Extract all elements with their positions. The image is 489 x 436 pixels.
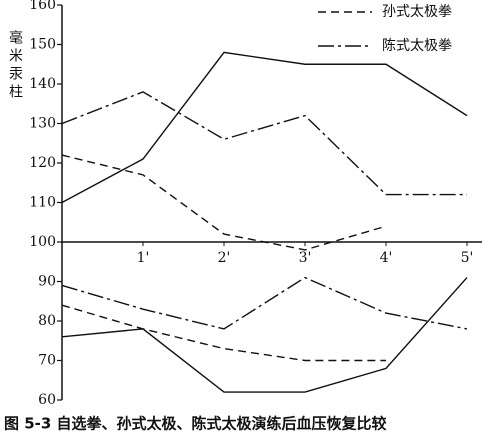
- y-tick-label: 70: [38, 353, 56, 369]
- series-line: [61, 91, 467, 196]
- legend-label: 陈式太极拳: [382, 37, 452, 54]
- series-line: [61, 277, 468, 393]
- series-line: [61, 276, 468, 330]
- y-tick-label: 90: [38, 274, 56, 290]
- y-axis-label: 毫米汞柱: [7, 29, 23, 102]
- y-tick-label: 140: [29, 76, 56, 92]
- y-tick-label: 130: [29, 116, 56, 132]
- x-tick-label: 2': [218, 250, 231, 266]
- y-tick-label: 60: [38, 392, 56, 408]
- series-line: [61, 304, 386, 362]
- x-tick-label: 5': [461, 250, 474, 266]
- y-tick-label: 110: [29, 195, 56, 211]
- y-tick-label: 80: [38, 313, 56, 329]
- y-tick-label: 150: [29, 37, 56, 53]
- y-tick-label: 160: [29, 0, 56, 13]
- caption: 图 5-3 自选拳、孙式太极、陈式太极演练后血压恢复比较: [4, 415, 387, 433]
- legend-label: 孙式太极拳: [382, 4, 452, 20]
- x-tick-label: 4': [380, 250, 393, 266]
- series-line: [61, 51, 468, 204]
- y-tick-label: 100: [29, 234, 56, 250]
- y-tick-label: 120: [29, 155, 56, 171]
- series-line: [61, 154, 387, 251]
- x-tick-label: 3': [299, 250, 312, 266]
- x-tick-label: 1': [137, 250, 150, 266]
